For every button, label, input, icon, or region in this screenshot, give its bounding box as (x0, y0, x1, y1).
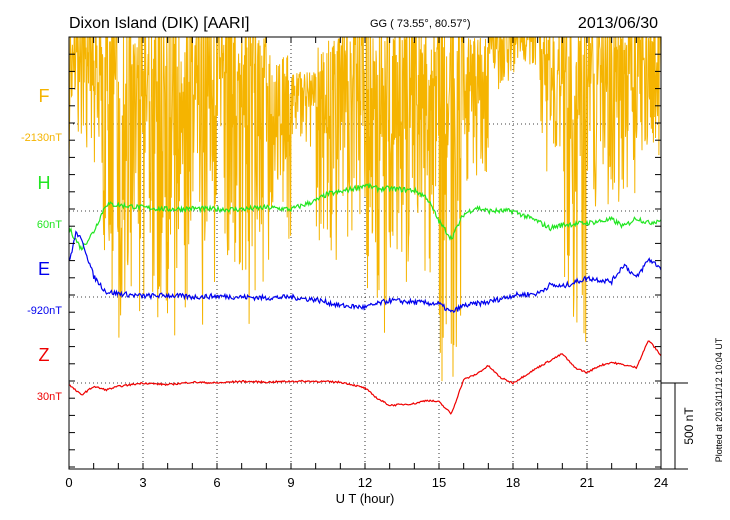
plot-area (68, 36, 688, 470)
x-tick-label: 6 (213, 475, 220, 490)
x-axis-label: U T (hour) (336, 491, 395, 506)
x-tick-label: 0 (65, 475, 72, 490)
x-tick-label: 18 (506, 475, 520, 490)
x-tick-label: 3 (139, 475, 146, 490)
x-tick-label: 12 (358, 475, 372, 490)
series-baseline-Z: 30nT (37, 391, 62, 403)
coordinates-label: GG ( 73.55°, 80.57°) (370, 18, 471, 30)
station-title: Dixon Island (DIK) [AARI] (69, 15, 250, 32)
series-baseline-E: -920nT (27, 305, 62, 317)
x-tick-label: 21 (580, 475, 594, 490)
series-name-H: H (38, 173, 51, 193)
series-name-E: E (38, 259, 50, 279)
x-tick-label: 24 (654, 475, 668, 490)
scale-bar-label: 500 nT (682, 407, 696, 445)
date-label: 2013/06/30 (578, 15, 658, 32)
series-group (69, 37, 661, 415)
series-line-E (69, 230, 661, 314)
plotted-timestamp: Plotted at 2013/11/12 10:04 UT (714, 337, 724, 462)
x-tick-label: 15 (432, 475, 446, 490)
x-tick-label: 9 (287, 475, 294, 490)
series-baseline-H: 60nT (37, 219, 62, 231)
series-name-F: F (39, 86, 50, 106)
series-line-Z (69, 340, 661, 415)
series-line-F (69, 37, 661, 382)
series-name-Z: Z (39, 345, 50, 365)
series-line-H (69, 182, 661, 251)
series-baseline-F: -2130nT (21, 132, 62, 144)
